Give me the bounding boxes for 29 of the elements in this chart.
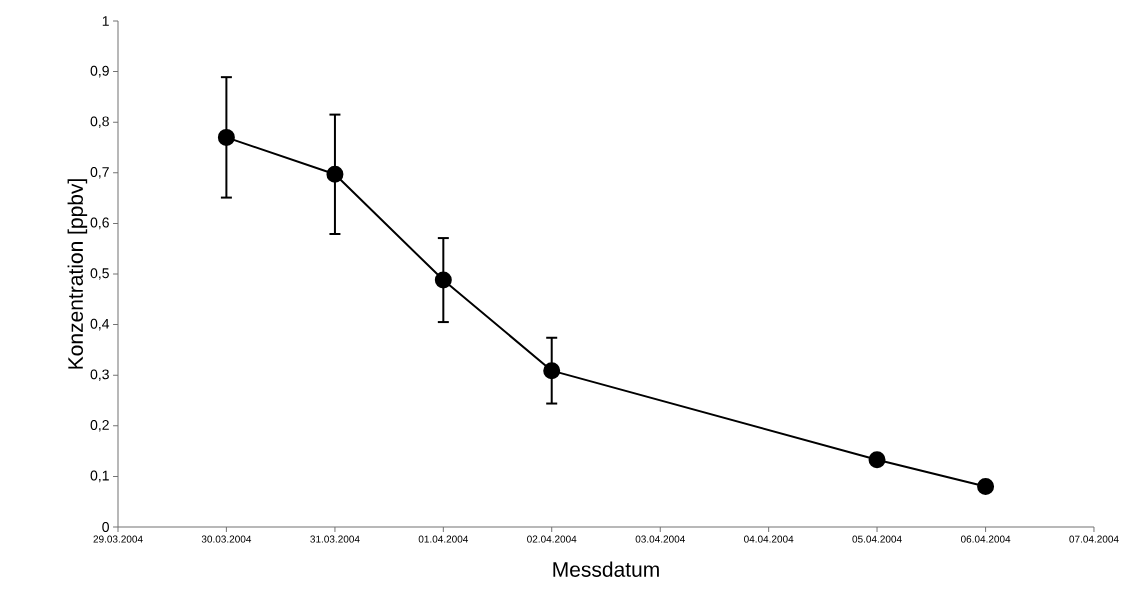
y-tick-label: 0,4 [90,318,110,331]
y-axis-title: Konzentration [ppbv] [67,179,88,369]
y-tick-label: 0,5 [90,268,109,280]
y-tick-label: 0,7 [90,167,109,179]
point [543,362,561,380]
y-tick-label: 0,1 [90,470,109,483]
x-tick-label: 03.04.2004 [635,535,685,543]
x-tick-label: 07.04.2004 [1069,535,1119,543]
x-axis-title: Messdatum [553,561,659,577]
point [977,478,995,496]
y-tick-label: 1 [102,16,109,26]
y-tick-label: 0,8 [90,116,109,128]
y-tick-label: 0,3 [90,369,109,381]
x-tick-label: 02.04.2004 [527,535,577,543]
point [326,165,344,183]
point [434,271,452,289]
x-tick-label: 29.03.2004 [93,535,143,543]
x-tick-label: 01.04.2004 [418,535,469,543]
y-tick-label: 0,9 [90,65,109,78]
x-tick-label: 31.03.2004 [310,535,360,543]
y-tick-label: 0,2 [90,420,109,432]
point [868,451,886,469]
x-tick-label: 04.04.2004 [744,535,794,543]
y-tick-label: 0,6 [90,217,109,230]
y-tick-label: 0 [102,522,109,532]
point [217,128,235,146]
x-tick-label: 30.03.2004 [201,535,252,543]
x-tick-label: 06.04.2004 [960,535,1011,543]
x-tick-label: 05.04.2004 [852,535,902,543]
